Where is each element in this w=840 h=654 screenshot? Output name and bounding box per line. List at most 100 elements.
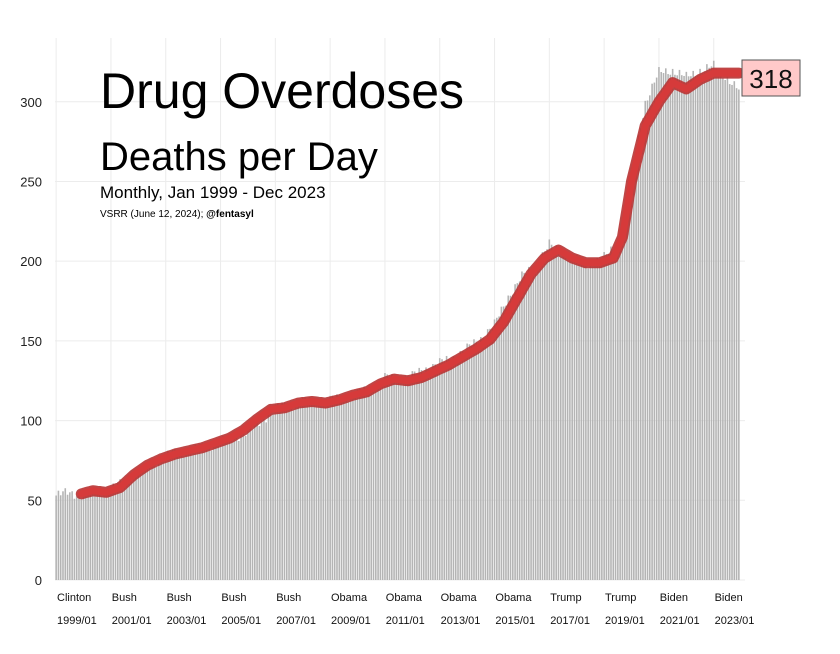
bar — [142, 469, 144, 580]
bar — [692, 70, 694, 580]
bar — [256, 421, 258, 580]
bar — [192, 447, 194, 580]
bar — [507, 295, 510, 580]
bar — [73, 498, 76, 580]
bar — [660, 71, 663, 580]
x-president-label: Obama — [386, 592, 423, 604]
bar — [674, 74, 676, 580]
bar — [512, 294, 514, 580]
bar — [480, 337, 482, 580]
bar — [146, 461, 149, 580]
bar — [176, 454, 178, 580]
bar — [680, 75, 683, 580]
bar — [614, 249, 617, 580]
y-tick-label: 250 — [20, 174, 42, 189]
bar — [564, 257, 567, 580]
bar — [639, 128, 642, 580]
bar — [297, 401, 299, 580]
bar — [537, 264, 539, 580]
bar — [690, 76, 692, 580]
bar — [569, 254, 571, 580]
bar — [642, 118, 644, 580]
bar — [224, 440, 226, 580]
bar — [279, 407, 281, 580]
bar — [671, 68, 674, 581]
bar — [71, 491, 73, 580]
chart-subtitle: Deaths per Day — [100, 135, 378, 179]
x-date-label: 2021/01 — [660, 615, 700, 627]
bar — [59, 495, 62, 580]
bar — [295, 403, 297, 580]
bar — [233, 436, 236, 580]
bar — [183, 456, 185, 580]
bar — [566, 260, 569, 580]
bar — [347, 401, 350, 580]
y-tick-label: 0 — [35, 573, 42, 588]
bar — [194, 444, 197, 580]
bar — [400, 380, 402, 580]
bar — [432, 364, 434, 580]
bar — [299, 405, 302, 580]
bar — [55, 495, 57, 580]
bar — [580, 263, 583, 580]
bar — [461, 351, 464, 580]
bar — [667, 74, 669, 580]
bar — [596, 257, 599, 580]
bar — [276, 403, 279, 580]
bar — [240, 434, 242, 580]
bar — [201, 443, 204, 580]
bar — [281, 402, 283, 580]
bar — [267, 414, 270, 580]
bar — [683, 75, 685, 580]
bar — [395, 383, 398, 580]
bar — [87, 494, 89, 580]
bar — [541, 252, 544, 581]
bar — [269, 411, 272, 580]
bar — [644, 100, 647, 580]
bar — [85, 490, 87, 580]
bar — [110, 488, 112, 580]
bar — [117, 482, 119, 580]
bar — [285, 408, 288, 580]
bar — [470, 346, 473, 580]
bar — [653, 82, 656, 580]
bar — [733, 81, 736, 580]
x-date-label: 2015/01 — [495, 615, 535, 627]
bar — [308, 396, 311, 580]
bar — [416, 374, 418, 580]
bar — [539, 262, 541, 580]
chart-title: Drug Overdoses — [100, 63, 464, 119]
end-value-label: 318 — [749, 64, 792, 94]
bar — [530, 269, 532, 580]
bar — [231, 440, 233, 580]
bar — [607, 253, 610, 581]
bar — [694, 76, 697, 580]
chart-source-text: VSRR (June 12, 2024); — [100, 209, 206, 220]
bar — [651, 83, 653, 581]
y-tick-label: 150 — [20, 334, 42, 349]
bar — [534, 263, 537, 580]
bar — [80, 499, 83, 580]
bar — [498, 316, 500, 580]
bar — [708, 67, 710, 580]
bar — [361, 392, 363, 580]
bar — [139, 465, 142, 580]
bar — [304, 397, 306, 580]
bar — [388, 379, 391, 580]
x-date-label: 1999/01 — [57, 615, 97, 627]
bar — [368, 392, 370, 580]
y-tick-label: 200 — [20, 254, 42, 269]
bar — [731, 84, 733, 580]
bar — [210, 450, 213, 580]
bar — [701, 72, 704, 581]
bar — [251, 428, 254, 580]
chart-period: Monthly, Jan 1999 - Dec 2023 — [100, 183, 326, 202]
bar — [167, 450, 169, 580]
bar — [591, 266, 594, 580]
bar — [473, 339, 475, 580]
bar — [75, 496, 78, 580]
bar — [543, 251, 546, 580]
bar — [112, 483, 115, 580]
bar — [555, 245, 557, 580]
bar — [66, 494, 69, 580]
